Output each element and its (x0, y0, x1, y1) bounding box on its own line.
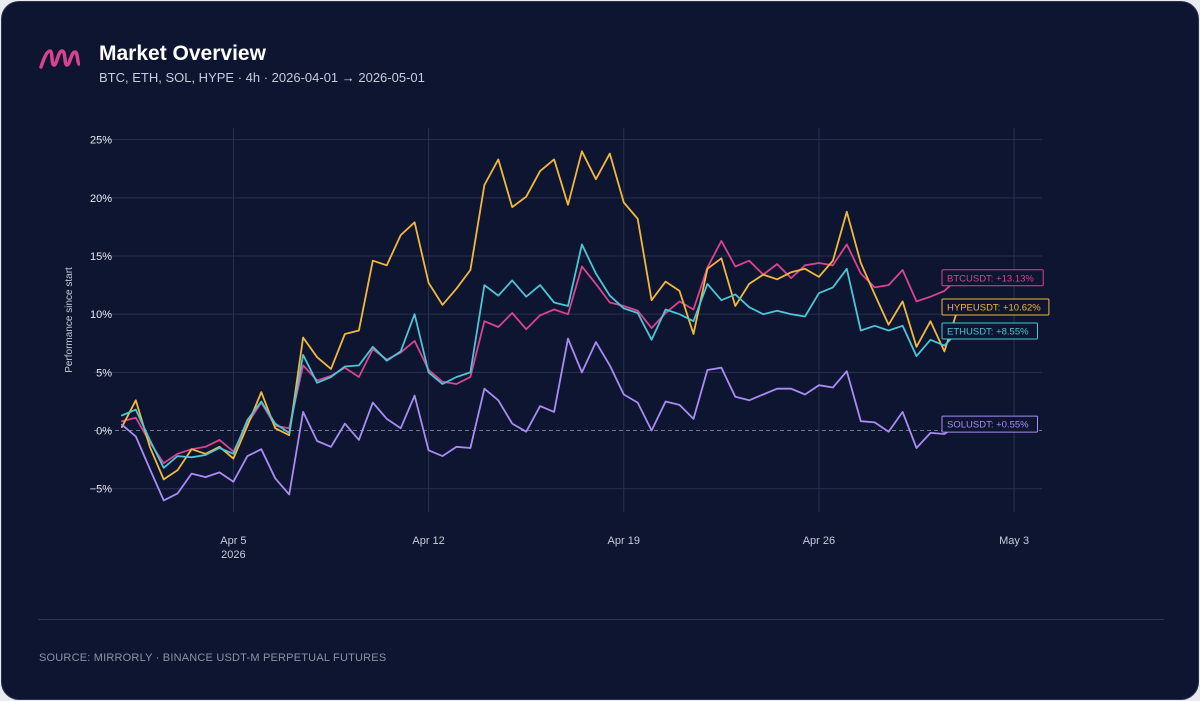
end-label-box (941, 415, 1038, 433)
performance-chart: −5% 0% 5% 10% 15% 20% 25% Apr 5 2026 Apr 12 Apr 19… (64, 128, 1050, 561)
series-line-btcusdt (121, 240, 960, 464)
x-tick-sublabel: 2026 (221, 549, 245, 561)
end-label-text: BTCUSDT: +13.13% (947, 273, 1034, 284)
series-layer (121, 150, 960, 502)
series-line-solusdt (121, 337, 960, 502)
page-subtitle: BTC, ETH, SOL, HYPE · 4h · 2026-04-01 → … (99, 70, 425, 85)
y-tick-label: 10% (90, 309, 112, 321)
end-label-solusdt: SOLUSDT: +0.55% (941, 415, 1038, 433)
mirrorly-logo-icon (39, 49, 80, 69)
end-label-text: SOLUSDT: +0.55% (947, 420, 1029, 431)
end-label-box (941, 298, 1050, 316)
y-tick-label: 0% (96, 426, 112, 438)
x-tick-label: May 3 (999, 535, 1029, 547)
x-tick-label: Apr 19 (608, 535, 640, 547)
y-axis-label: Performance since start (64, 267, 75, 373)
x-tick-label: Apr 12 (412, 535, 444, 547)
end-label-text: HYPEUSDT: +10.62% (947, 302, 1041, 313)
series-line-ethusdt (121, 243, 960, 469)
y-tick-label: 15% (90, 251, 112, 263)
end-label-box (941, 269, 1044, 287)
source-note: SOURCE: MIRRORLY · BINANCE USDT-M PERPET… (39, 652, 387, 664)
page-title: Market Overview (99, 42, 266, 65)
grid-layer: −5% 0% 5% 10% 15% 20% 25% Apr 5 2026 Apr 12 Apr 19… (90, 128, 1042, 561)
end-label-ethusdt: ETHUSDT: +8.55% (941, 322, 1038, 340)
end-label-btcusdt: BTCUSDT: +13.13% (941, 269, 1044, 287)
y-tick-label: 5% (96, 367, 112, 379)
y-tick-label: 20% (90, 193, 112, 205)
end-label-box (941, 322, 1038, 340)
y-tick-label: 25% (90, 135, 112, 147)
y-tick-label: −5% (90, 484, 113, 496)
series-line-hypeusdt (121, 150, 960, 481)
footer-divider (38, 619, 1164, 620)
end-label-text: ETHUSDT: +8.55% (947, 327, 1029, 338)
end-label-hypeusdt: HYPEUSDT: +10.62% (941, 298, 1050, 316)
x-tick-label: Apr 26 (803, 535, 835, 547)
x-tick-label: Apr 5 (220, 535, 246, 547)
end-label-layer: BTCUSDT: +13.13% HYPEUSDT: +10.62% ETHUSDT… (941, 269, 1050, 433)
